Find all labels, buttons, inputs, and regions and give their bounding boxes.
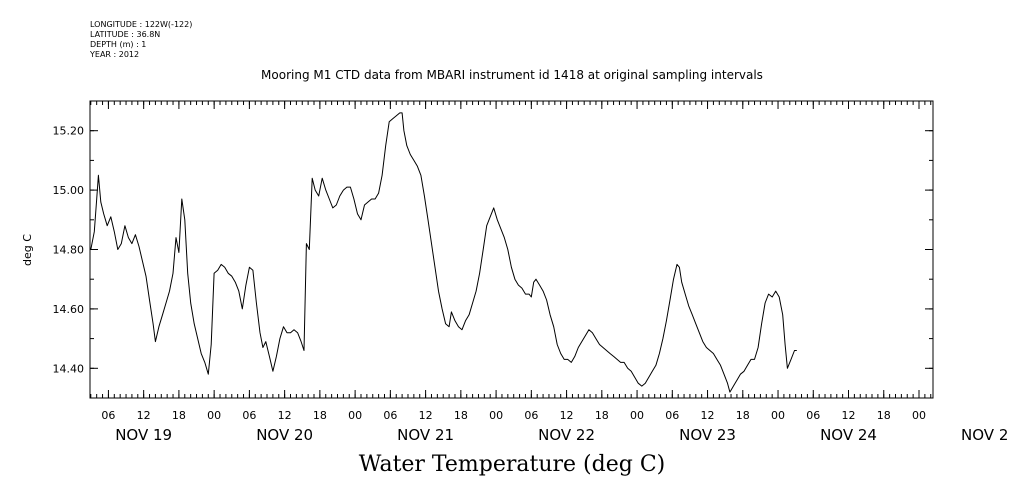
x-day-label: NOV 22 bbox=[538, 426, 595, 444]
y-tick-label: 14.40 bbox=[53, 362, 85, 375]
x-day-label: NOV 21 bbox=[397, 426, 454, 444]
series-lines bbox=[90, 112, 797, 393]
x-tick-label: 00 bbox=[489, 409, 503, 422]
x-tick-label: 18 bbox=[877, 409, 891, 422]
x-tick-label: 12 bbox=[842, 409, 856, 422]
x-tick-label: 00 bbox=[630, 409, 644, 422]
dataset-info: LONGITUDE : 122W(-122) LATITUDE : 36.8N … bbox=[90, 20, 192, 60]
x-tick-label: 00 bbox=[912, 409, 926, 422]
x-day-label: NOV 20 bbox=[256, 426, 313, 444]
x-tick-label: 18 bbox=[736, 409, 750, 422]
x-tick-label: 06 bbox=[383, 409, 397, 422]
chart-title: Mooring M1 CTD data from MBARI instrumen… bbox=[261, 68, 763, 82]
latitude-label: LATITUDE : 36.8N bbox=[90, 30, 161, 39]
x-tick-label: 06 bbox=[101, 409, 115, 422]
x-tick-label: 00 bbox=[771, 409, 785, 422]
x-tick-label: 06 bbox=[665, 409, 679, 422]
axis-labels: 06 12 18 00 06 12 18 00 06 12 18 00 06 12 18 00 06 12 18 00… bbox=[53, 125, 1009, 444]
x-tick-label: 18 bbox=[313, 409, 327, 422]
x-tick-label: 12 bbox=[701, 409, 715, 422]
temperature-series-line bbox=[90, 112, 797, 393]
x-tick-label: 00 bbox=[207, 409, 221, 422]
y-tick-label: 14.80 bbox=[53, 244, 85, 257]
x-tick-label: 18 bbox=[454, 409, 468, 422]
y-tick-label: 14.60 bbox=[53, 303, 85, 316]
x-tick-label: 12 bbox=[137, 409, 151, 422]
x-tick-label: 12 bbox=[560, 409, 574, 422]
y-axis-label: deg C bbox=[21, 234, 34, 266]
x-tick-label: 18 bbox=[172, 409, 186, 422]
y-tick-label: 15.20 bbox=[53, 125, 85, 138]
axis-ticks bbox=[90, 100, 933, 399]
x-day-label: NOV 24 bbox=[820, 426, 877, 444]
x-tick-label: 12 bbox=[419, 409, 433, 422]
variable-label: Water Temperature (deg C) bbox=[358, 452, 666, 477]
longitude-label: LONGITUDE : 122W(-122) bbox=[90, 20, 193, 29]
x-tick-label: 06 bbox=[524, 409, 538, 422]
x-day-label: NOV 25 bbox=[961, 426, 1009, 444]
x-tick-label: 18 bbox=[595, 409, 609, 422]
x-tick-label: 06 bbox=[806, 409, 820, 422]
x-tick-label: 00 bbox=[348, 409, 362, 422]
x-tick-label: 06 bbox=[242, 409, 256, 422]
year-label: YEAR : 2012 bbox=[90, 50, 140, 59]
depth-label: DEPTH (m) : 1 bbox=[90, 40, 147, 49]
plot-frame bbox=[89, 100, 934, 399]
x-day-label: NOV 19 bbox=[115, 426, 172, 444]
x-tick-label: 12 bbox=[278, 409, 292, 422]
y-tick-label: 15.00 bbox=[53, 184, 85, 197]
x-day-label: NOV 23 bbox=[679, 426, 736, 444]
